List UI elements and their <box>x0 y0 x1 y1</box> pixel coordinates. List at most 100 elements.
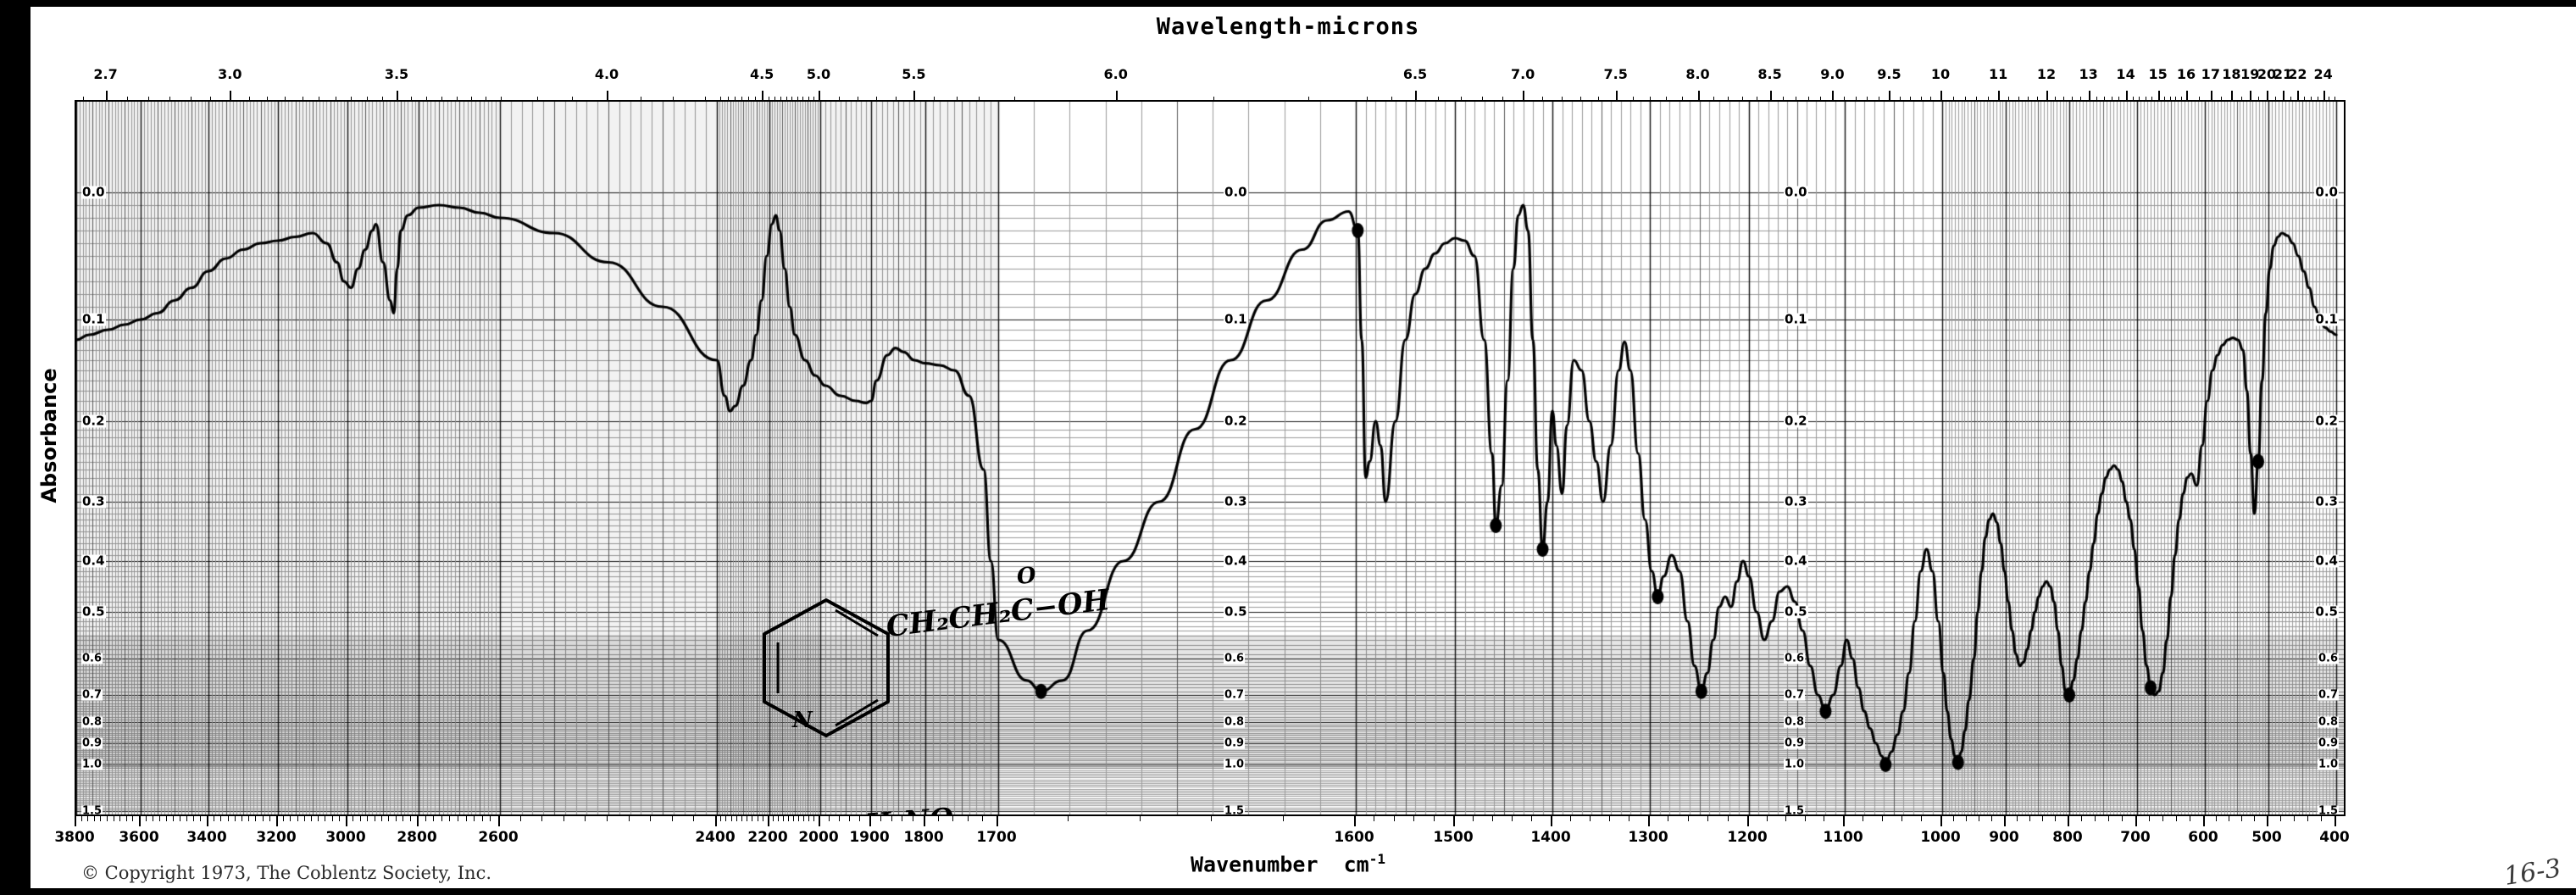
wavenumber-tick-label: 900 <box>1989 829 2019 846</box>
wavenumber-tick-label: 1600 <box>1334 829 1374 846</box>
wavelength-tick <box>1579 97 1581 102</box>
wavelength-tick <box>838 97 840 102</box>
wavelength-major-tick <box>2283 91 2285 102</box>
wavelength-major-tick <box>2323 91 2325 102</box>
absorbance-tick-label: 0.7 <box>1224 688 1246 702</box>
wavelength-tick <box>1713 97 1714 102</box>
wavenumber-tick <box>1785 816 1787 821</box>
wavenumber-tick <box>783 816 784 821</box>
wavenumber-tick <box>1747 816 1749 826</box>
wavenumber-tick <box>441 816 442 821</box>
wavelength-tick <box>1649 97 1651 102</box>
wavelength-tick <box>797 97 798 102</box>
wavelength-tick <box>1632 97 1634 102</box>
wavenumber-tick-label: 3600 <box>119 829 159 846</box>
absorbance-tick-label: 0.5 <box>1784 603 1808 620</box>
absorbance-tick-label: 0.8 <box>2317 715 2339 729</box>
wavenumber-tick <box>997 816 998 826</box>
wavelength-major-tick <box>1998 91 2001 102</box>
wavenumber-tick-label: 600 <box>2188 829 2218 846</box>
wavenumber-tick <box>813 816 814 821</box>
wavelength-tick <box>727 97 729 102</box>
wavenumber-tick <box>1966 816 1967 821</box>
wavenumber-tick <box>402 816 404 821</box>
wavenumber-tick <box>1991 816 1992 821</box>
absorbance-tick-label: 0.6 <box>1224 652 1246 665</box>
wavelength-tick <box>248 97 250 102</box>
absorbance-tick-label: 0.4 <box>81 553 106 569</box>
wavenumber-tick <box>227 816 229 821</box>
wavenumber-tick <box>107 816 108 821</box>
wavenumber-tick <box>449 816 451 821</box>
wavenumber-tick <box>768 816 769 826</box>
wavelength-major-tick <box>2088 91 2090 102</box>
wavelength-tick <box>2096 97 2097 102</box>
wavenumber-tick <box>793 816 794 821</box>
wavenumber-tick <box>1707 816 1709 821</box>
wavenumber-tick <box>1282 816 1284 821</box>
wavelength-tick-label: 16 <box>2176 66 2196 82</box>
wavenumber-tick <box>159 816 160 821</box>
wavelength-major-tick <box>2157 91 2160 102</box>
wavenumber-tick <box>303 816 305 821</box>
wavelength-tick <box>536 97 538 102</box>
wavenumber-tick-label: 2200 <box>747 829 788 846</box>
wavenumber-tick <box>1882 816 1883 821</box>
carbonyl-oxygen-annotation: O <box>1015 562 1038 591</box>
wavenumber-tick <box>1648 816 1650 826</box>
wavelength-tick <box>1307 97 1309 102</box>
wavelength-tick <box>267 97 269 102</box>
wavenumber-tick <box>1139 816 1141 821</box>
wavenumber-tick <box>803 816 804 821</box>
wavenumber-tick <box>1843 816 1845 826</box>
wavenumber-tick <box>1901 816 1902 821</box>
wavenumber-tick <box>725 816 727 821</box>
wavenumber-tick <box>207 816 208 826</box>
wavenumber-tick <box>433 816 435 821</box>
wavenumber-tick <box>924 816 925 826</box>
spectrum-plot-area[interactable]: N CH₂CH₂C−OH O C₈H₉NO₂ 0.00.10.20.30.40.… <box>75 100 2346 816</box>
wavelength-major-tick <box>2250 91 2252 102</box>
wavenumber-tick <box>650 816 652 821</box>
wavelength-tick <box>441 97 442 102</box>
wavenumber-tick <box>1804 816 1806 821</box>
absorbance-tick-label: 1.0 <box>1784 758 1806 771</box>
wavenumber-tick <box>1433 816 1435 821</box>
wavenumber-tick <box>425 816 426 821</box>
pyridine-ring-drawing <box>763 598 890 737</box>
wavelength-major-tick <box>1769 91 1772 102</box>
wavelength-tick-label: 20 <box>2257 66 2277 82</box>
absorbance-tick-label: 0.0 <box>1224 184 1248 200</box>
wavelength-tick <box>876 97 878 102</box>
wavenumber-tick <box>891 816 892 821</box>
wavenumber-tick <box>2149 816 2150 821</box>
wavenumber-tick <box>1354 816 1356 826</box>
wavelength-tick <box>1460 97 1462 102</box>
wavelength-tick <box>704 97 706 102</box>
wavenumber-tick <box>2267 816 2268 826</box>
wavelength-tick <box>285 97 286 102</box>
wavenumber-tick <box>498 816 500 826</box>
wavelength-tick <box>2290 97 2291 102</box>
wavenumber-tick-label: 3000 <box>325 829 366 846</box>
wavenumber-tick <box>2176 816 2177 821</box>
wavelength-tick <box>190 97 192 102</box>
wavenumber-tick-label: 1000 <box>1920 829 1961 846</box>
wavelength-tick <box>1597 97 1599 102</box>
wavelength-tick-label: 9.5 <box>1877 66 1901 82</box>
wavenumber-tick <box>474 816 475 821</box>
wavenumber-tick <box>93 816 95 821</box>
absorbance-tick-label: 0.1 <box>1784 311 1808 327</box>
wavelength-axis-ruler <box>75 88 2346 102</box>
wavenumber-tick <box>193 816 194 821</box>
wavelength-major-tick <box>762 91 764 102</box>
wavenumber-tick-label: 700 <box>2120 829 2151 846</box>
spectrum-curve <box>76 102 2344 814</box>
wavelength-major-tick <box>2046 91 2048 102</box>
absorbance-tick-label: 0.4 <box>1224 553 1248 569</box>
wavenumber-axis-ruler <box>75 816 2346 828</box>
wavenumber-tick-label: 3400 <box>186 829 227 846</box>
wavenumber-tick <box>100 816 102 821</box>
wavenumber-tick <box>417 816 419 826</box>
absorbance-tick-label: 0.7 <box>1784 688 1806 702</box>
